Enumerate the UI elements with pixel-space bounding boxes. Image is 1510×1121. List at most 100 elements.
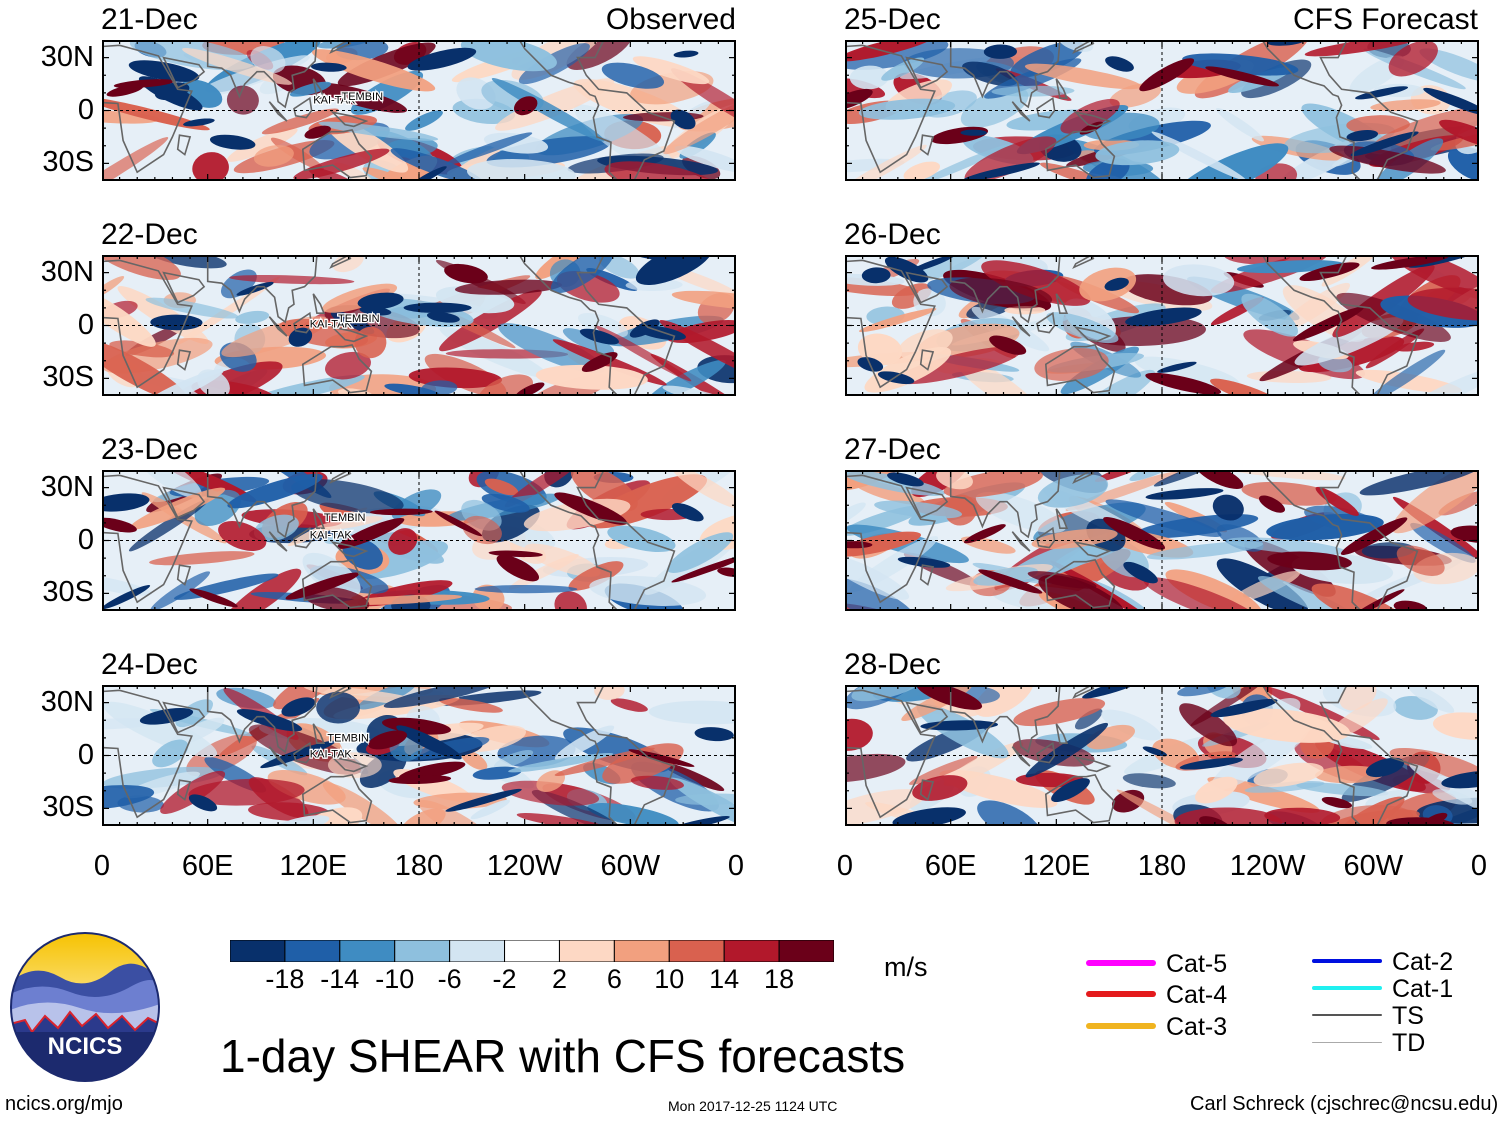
shear-blob [1105, 499, 1222, 538]
coastline [102, 474, 193, 604]
shear-core [496, 554, 540, 582]
shear-blob [445, 132, 533, 165]
shear-blob [315, 516, 383, 531]
colorbar-swatch [284, 939, 341, 963]
shear-blob [601, 62, 665, 89]
shear-blob [858, 98, 956, 120]
shear-core [1393, 600, 1428, 611]
shear-core [887, 472, 924, 487]
shear-core [513, 96, 538, 116]
coastline [1036, 96, 1056, 119]
coastline [949, 470, 1061, 539]
coastline [206, 40, 318, 109]
shear-blob [253, 514, 299, 542]
shear-blob [274, 815, 330, 826]
shear-blob [1221, 470, 1346, 481]
coastline [312, 723, 326, 745]
lat-tick-label: 30S [42, 576, 94, 609]
colorbar-label: -10 [375, 964, 415, 994]
shear-core [1125, 307, 1202, 327]
shear-blob [671, 290, 736, 310]
shear-blob [1226, 537, 1346, 555]
coastline [518, 40, 676, 181]
shear-blob [674, 145, 736, 173]
shear-core [673, 50, 699, 58]
shear-blob [647, 359, 726, 396]
shear-blob [919, 255, 989, 280]
shear-core [978, 569, 1043, 594]
shear-blob [501, 780, 600, 806]
track-legend-line [1312, 1014, 1382, 1016]
lon-tick-label: 120E [279, 850, 348, 882]
coastline [293, 526, 313, 549]
shear-core [1355, 589, 1405, 611]
colorbar-swatch [504, 939, 560, 963]
coastline [268, 746, 288, 767]
shear-blob [192, 152, 229, 181]
shear-blob [477, 374, 534, 396]
shear-blob [1395, 341, 1435, 352]
shear-blob [1447, 146, 1479, 181]
shear-core [845, 88, 873, 111]
shear-blob [1031, 528, 1118, 550]
panel-date-label: 22-Dec [101, 218, 198, 251]
lat-tick-label: 30S [42, 146, 94, 179]
shear-core [1051, 778, 1090, 803]
shear-core [357, 292, 404, 310]
shear-blob [852, 479, 925, 506]
coastline [102, 689, 193, 819]
shear-core [1371, 255, 1449, 270]
coastline [176, 349, 192, 371]
coastline [1261, 40, 1419, 181]
shear-blob [1153, 470, 1224, 487]
shear-core [670, 109, 696, 130]
shear-blob [845, 144, 927, 181]
colorbar [229, 939, 835, 963]
shear-core [188, 794, 218, 812]
shear-blob [1370, 99, 1441, 112]
storm-label: KAI-TAK [310, 530, 353, 542]
shear-blob [109, 340, 175, 358]
shear-core [694, 727, 734, 742]
shear-blob [302, 552, 361, 597]
shear-blob [1410, 522, 1476, 563]
colorbar-label: 14 [709, 964, 740, 994]
ncics-logo: NCICS [10, 932, 160, 1082]
shear-blob [332, 255, 364, 273]
shear-blob [1101, 709, 1162, 741]
track-legend-line [1086, 1023, 1156, 1029]
panel-date-label: 23-Dec [101, 433, 198, 466]
shear-blob [874, 500, 963, 519]
shear-core [666, 815, 730, 826]
shear-blob [418, 800, 494, 826]
shear-core [369, 508, 433, 516]
coastline [1044, 558, 1116, 609]
shear-blob [176, 276, 281, 345]
track-legend-label: Cat-1 [1392, 975, 1454, 1003]
shear-blob [102, 255, 181, 280]
shear-blob [1433, 712, 1479, 740]
shear-core [434, 510, 483, 537]
shear-blob [845, 531, 922, 557]
shear-core [128, 60, 200, 82]
lat-tick-label: 0 [77, 738, 94, 771]
colorbar-label: 6 [606, 964, 622, 994]
lon-tick-label: 0 [836, 850, 854, 882]
shear-blob [302, 586, 370, 611]
shear-blob [152, 739, 189, 768]
shear-core [1321, 796, 1353, 809]
shear-blob [602, 743, 684, 784]
coastline [1073, 756, 1112, 773]
lon-tick-label: 60W [1343, 850, 1404, 882]
shear-blob [1046, 312, 1119, 344]
footer-left: ncics.org/mjo [5, 1093, 123, 1115]
coastline [1261, 470, 1419, 611]
shear-blob [635, 255, 713, 286]
shear-blob [388, 528, 418, 555]
shear-core [989, 335, 1027, 355]
shear-blob [253, 145, 294, 167]
shear-blob [1409, 763, 1479, 824]
coastline [1036, 741, 1056, 764]
shear-blob [949, 277, 1053, 309]
shear-blob [1391, 470, 1479, 534]
